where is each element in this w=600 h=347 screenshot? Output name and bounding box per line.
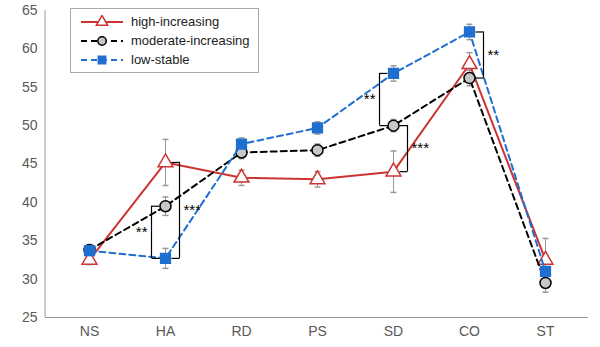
svg-text:***: *** [412, 139, 430, 156]
svg-text:CO: CO [459, 323, 480, 339]
svg-text:40: 40 [22, 194, 38, 210]
svg-text:60: 60 [22, 40, 38, 56]
svg-text:35: 35 [22, 232, 38, 248]
svg-text:RD: RD [231, 323, 251, 339]
svg-text:**: ** [488, 46, 500, 63]
svg-text:HA: HA [156, 323, 176, 339]
svg-text:25: 25 [22, 309, 38, 325]
svg-text:ST: ST [537, 323, 555, 339]
svg-text:50: 50 [22, 117, 38, 133]
svg-text:55: 55 [22, 79, 38, 95]
svg-text:PS: PS [308, 323, 327, 339]
svg-text:NS: NS [80, 323, 99, 339]
html-text:moderate-increasing: moderate-increasing [131, 33, 250, 48]
svg-text:**: ** [364, 90, 376, 107]
html-text:high-increasing: high-increasing [131, 14, 220, 29]
html-text:low-stable: low-stable [131, 52, 190, 67]
svg-text:65: 65 [22, 2, 38, 18]
svg-text:***: *** [184, 201, 202, 218]
svg-text:30: 30 [22, 271, 38, 287]
svg-text:45: 45 [22, 155, 38, 171]
svg-text:**: ** [136, 223, 148, 240]
svg-text:SD: SD [384, 323, 403, 339]
